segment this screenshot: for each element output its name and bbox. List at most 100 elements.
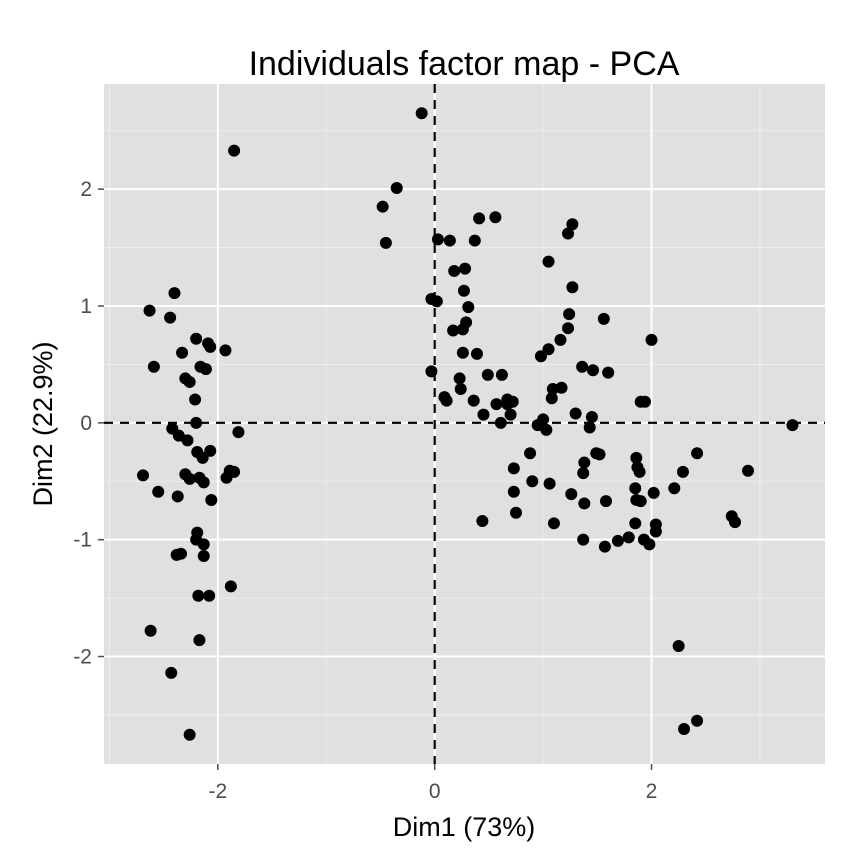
data-point <box>190 332 203 345</box>
data-point <box>494 416 507 429</box>
data-point <box>197 538 210 551</box>
data-point <box>639 395 652 408</box>
data-point <box>507 485 520 498</box>
data-point <box>565 488 578 501</box>
data-points <box>137 107 799 741</box>
data-point <box>189 393 202 406</box>
data-point <box>554 333 567 346</box>
x-tick-label: -2 <box>208 780 227 803</box>
data-point <box>168 287 181 300</box>
data-point <box>562 227 575 240</box>
data-point <box>585 410 598 423</box>
data-point <box>547 517 560 530</box>
data-point <box>577 467 590 480</box>
data-point <box>470 347 483 360</box>
data-point <box>668 482 681 495</box>
y-tick-label: 2 <box>80 178 92 201</box>
data-point <box>190 416 203 429</box>
data-point <box>467 394 480 407</box>
data-point <box>197 550 210 563</box>
data-point <box>634 495 647 508</box>
y-tick-label: -2 <box>73 646 92 669</box>
x-tick-label: 2 <box>646 780 658 803</box>
data-point <box>425 365 438 378</box>
data-point <box>376 200 389 213</box>
data-point <box>379 236 392 249</box>
data-point <box>205 493 218 506</box>
data-point <box>629 517 642 530</box>
data-point <box>729 516 742 529</box>
data-point <box>204 444 217 457</box>
data-point <box>440 394 453 407</box>
data-point <box>459 262 472 275</box>
data-point <box>199 363 212 376</box>
data-point <box>647 486 660 499</box>
x-axis-ticks: -2 0 2 <box>208 764 657 803</box>
data-point <box>457 284 470 297</box>
data-point <box>531 419 544 432</box>
data-point <box>137 469 150 482</box>
data-point <box>489 211 502 224</box>
data-point <box>611 534 624 547</box>
data-point <box>586 364 599 377</box>
data-point <box>390 181 403 194</box>
data-point <box>676 465 689 478</box>
data-point <box>691 714 704 727</box>
y-tick-label: -1 <box>73 529 92 552</box>
data-point <box>504 408 517 421</box>
data-point <box>507 462 520 475</box>
data-point <box>462 301 475 314</box>
data-point <box>593 448 606 461</box>
data-point <box>555 381 568 394</box>
data-point <box>542 343 555 356</box>
data-point <box>203 589 216 602</box>
data-point <box>742 464 755 477</box>
data-point <box>147 360 160 373</box>
data-point <box>786 419 799 432</box>
data-point <box>447 324 460 337</box>
data-point <box>468 234 481 247</box>
data-point <box>569 407 582 420</box>
data-point <box>576 360 589 373</box>
data-point <box>454 382 467 395</box>
data-point <box>197 476 210 489</box>
data-point <box>192 589 205 602</box>
plot-panel <box>104 84 825 764</box>
data-point <box>566 218 579 231</box>
data-point <box>526 475 539 488</box>
data-point <box>431 233 444 246</box>
data-point <box>443 234 456 247</box>
data-point <box>152 485 165 498</box>
data-point <box>543 477 556 490</box>
data-point <box>456 346 469 359</box>
data-point <box>476 514 489 527</box>
data-point <box>524 447 537 460</box>
data-point <box>495 368 508 381</box>
data-point <box>630 451 643 464</box>
data-point <box>602 366 615 379</box>
y-axis-ticks: -2 -1 0 1 2 <box>73 178 104 669</box>
y-tick-label: 0 <box>80 412 92 435</box>
reference-lines <box>104 84 825 764</box>
data-point <box>583 421 596 434</box>
data-point <box>176 346 189 359</box>
data-point <box>477 408 490 421</box>
x-tick-label: 0 <box>429 780 441 803</box>
data-point <box>183 728 196 741</box>
data-point <box>563 308 576 321</box>
data-point <box>566 281 579 294</box>
data-point <box>645 333 658 346</box>
data-point <box>562 322 575 335</box>
data-point <box>691 447 704 460</box>
chart-title: Individuals factor map - PCA <box>249 45 680 83</box>
data-point <box>643 538 656 551</box>
data-point <box>143 304 156 317</box>
data-point <box>629 482 642 495</box>
data-point <box>633 465 646 478</box>
data-point <box>678 722 691 735</box>
data-point <box>453 372 466 385</box>
data-point <box>228 144 241 157</box>
data-point <box>510 506 522 519</box>
data-point <box>460 316 473 329</box>
